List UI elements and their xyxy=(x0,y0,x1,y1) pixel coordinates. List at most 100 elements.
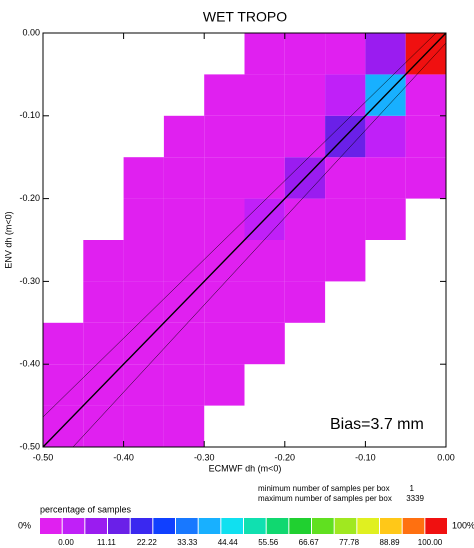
colorbar-tick-label: 11.11 xyxy=(97,538,116,547)
colorbar-box xyxy=(130,518,153,534)
colorbar-box xyxy=(266,518,289,534)
plot-frame xyxy=(42,32,447,448)
annotation: Bias=3.7 mm xyxy=(330,416,424,433)
density-cell xyxy=(325,33,366,75)
density-cell xyxy=(365,115,406,158)
density-cell xyxy=(405,157,446,199)
colorbar-tick-label: 88.89 xyxy=(380,538,401,547)
density-cell xyxy=(204,364,245,406)
colorbar-box xyxy=(357,518,379,534)
density-cell xyxy=(123,198,164,240)
density-cell xyxy=(163,115,205,158)
density-cell xyxy=(163,405,205,447)
density-cell xyxy=(163,322,205,365)
x-tick-label: -0.50 xyxy=(33,452,54,462)
max-samples-label: maximum number of samples per box xyxy=(258,494,392,503)
density-cell xyxy=(83,281,124,323)
density-cell xyxy=(123,157,164,199)
density-cell xyxy=(83,240,124,282)
density-cell xyxy=(163,157,205,199)
y-tick-label: -0.30 xyxy=(19,276,40,286)
colorbar-title: percentage of samples xyxy=(40,504,132,514)
colorbar-box xyxy=(62,518,85,534)
density-cell xyxy=(365,198,406,240)
density-cell xyxy=(163,240,205,282)
colorbar-max-label: 100% xyxy=(452,520,474,530)
x-tick-label: 0.00 xyxy=(437,452,455,462)
colorbar-tick-label: 100.00 xyxy=(418,538,443,547)
x-axis-label: ECMWF dh (m<0) xyxy=(209,463,282,473)
x-tick-label: -0.20 xyxy=(275,452,296,462)
density-cell xyxy=(244,157,285,199)
density-cell xyxy=(284,281,326,323)
colorbar-box xyxy=(153,518,175,534)
colorbar-box xyxy=(108,518,130,534)
density-cell xyxy=(43,322,84,365)
colorbar-tick-label: 66.67 xyxy=(299,538,320,547)
colorbar-box xyxy=(176,518,198,534)
density-cell xyxy=(244,33,285,75)
density-cell xyxy=(123,405,164,447)
density-cell xyxy=(365,157,406,199)
density-cell xyxy=(83,405,124,447)
colorbar-tick-label: 77.78 xyxy=(339,538,360,547)
density-cell xyxy=(244,240,285,282)
colorbar-box xyxy=(244,518,266,534)
density-cell xyxy=(204,198,245,240)
colorbar-box xyxy=(221,518,243,534)
density-cell xyxy=(284,33,326,75)
colorbar-tick-label: 33.33 xyxy=(177,538,198,547)
density-cell xyxy=(204,115,245,158)
bound-line xyxy=(72,42,447,448)
density-cell xyxy=(325,198,366,240)
density-cell xyxy=(284,115,326,158)
colorbar-box xyxy=(380,518,402,534)
x-tick-label: -0.10 xyxy=(355,452,376,462)
y-tick-label: -0.50 xyxy=(19,441,40,451)
density-cell xyxy=(204,74,245,116)
y-axis-label: ENV dh (m<0) xyxy=(3,211,13,268)
max-samples: 3339 xyxy=(406,494,424,503)
colorbar-box xyxy=(425,518,447,534)
density-cell xyxy=(325,74,366,116)
density-cell xyxy=(365,33,406,75)
colorbar-tick-label: 22.22 xyxy=(137,538,158,547)
density-cell xyxy=(204,281,245,323)
min-samples: 1 xyxy=(410,484,415,493)
density-cell xyxy=(163,364,205,406)
reference-line xyxy=(42,32,447,448)
density-cell xyxy=(405,115,446,158)
density-cell xyxy=(244,322,285,365)
density-cell xyxy=(325,157,366,199)
density-cell xyxy=(204,157,245,199)
density-cell xyxy=(284,240,326,282)
density-cell xyxy=(284,198,326,240)
x-tick-label: -0.30 xyxy=(194,452,215,462)
density-cell xyxy=(163,198,205,240)
colorbar-box xyxy=(402,518,425,534)
y-tick-label: -0.40 xyxy=(19,359,40,369)
colorbar-tick-label: 0.00 xyxy=(58,538,74,547)
density-cell xyxy=(204,322,245,365)
density-cell xyxy=(284,74,326,116)
density-cell xyxy=(244,281,285,323)
min-samples-label: minimum number of samples per box xyxy=(258,484,390,493)
density-cell xyxy=(405,74,446,116)
y-tick-label: 0.00 xyxy=(22,27,40,37)
chart-title: WET TROPO xyxy=(203,9,287,25)
x-tick-label: -0.40 xyxy=(113,452,134,462)
density-cell xyxy=(83,322,124,365)
colorbar-box xyxy=(40,518,62,534)
density-cell xyxy=(325,240,366,282)
colorbar-box xyxy=(85,518,107,534)
colorbar-min-label: 0% xyxy=(18,520,31,530)
density-cell xyxy=(244,74,285,116)
density-cell xyxy=(123,281,164,323)
bound-line xyxy=(42,32,437,418)
density-cell xyxy=(43,364,84,406)
colorbar-box xyxy=(198,518,221,534)
colorbar-tick-label: 44.44 xyxy=(218,538,239,547)
colorbar-box xyxy=(312,518,334,534)
y-tick-label: -0.10 xyxy=(19,110,40,120)
